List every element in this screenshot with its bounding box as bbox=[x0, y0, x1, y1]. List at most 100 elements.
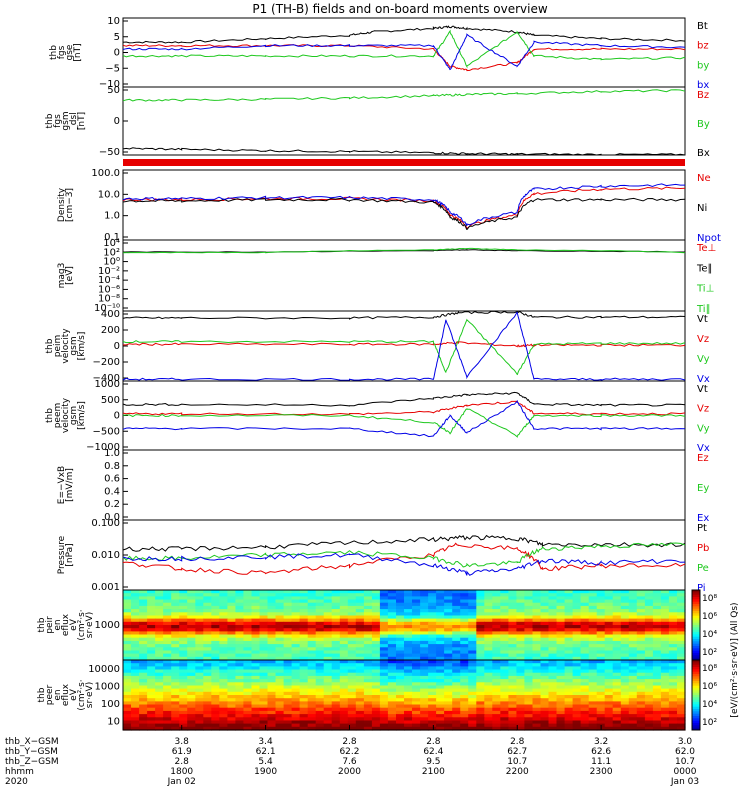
heatmap-cell bbox=[123, 605, 132, 610]
heatmap-cell bbox=[532, 717, 542, 722]
colorbar-segment bbox=[692, 613, 700, 617]
heatmap-cell bbox=[155, 602, 164, 607]
heatmap-cell bbox=[171, 695, 180, 699]
heatmap-cell bbox=[556, 640, 566, 645]
heatmap-cell bbox=[147, 650, 156, 655]
heatmap-cell bbox=[203, 726, 212, 731]
heatmap-cell bbox=[131, 615, 140, 620]
heatmap-cell bbox=[379, 717, 389, 722]
heatmap-cell bbox=[275, 682, 285, 687]
heatmap-cell bbox=[387, 634, 397, 639]
heatmap-cell bbox=[347, 720, 357, 725]
heatmap-cell bbox=[604, 656, 614, 661]
heatmap-cell bbox=[604, 726, 614, 731]
heatmap-cell bbox=[211, 618, 220, 623]
heatmap-cell bbox=[307, 663, 317, 667]
heatmap-cell bbox=[179, 704, 188, 709]
heatmap-cell bbox=[620, 628, 630, 632]
heatmap-cell bbox=[484, 612, 493, 617]
heatmap-cell bbox=[227, 590, 236, 594]
colorbar-segment bbox=[692, 702, 700, 705]
heatmap-cell bbox=[604, 628, 614, 632]
heatmap-cell bbox=[339, 679, 349, 683]
heatmap-cell bbox=[307, 618, 317, 623]
heatmap-cell bbox=[604, 644, 614, 648]
heatmap-cell bbox=[315, 714, 325, 718]
heatmap-cell bbox=[315, 656, 325, 661]
heatmap-cell bbox=[267, 672, 277, 677]
heatmap-cell bbox=[524, 596, 533, 601]
heatmap-cell bbox=[283, 698, 293, 702]
heatmap-cell bbox=[564, 679, 574, 683]
ytick-label: −10 bbox=[99, 79, 120, 90]
heatmap-cell bbox=[267, 637, 277, 642]
heatmap-cell bbox=[139, 634, 148, 639]
heatmap-cell bbox=[259, 675, 269, 680]
heatmap-cell bbox=[139, 701, 148, 706]
heatmap-cell bbox=[652, 605, 662, 610]
series-line-bx bbox=[122, 33, 686, 71]
heatmap-cell bbox=[195, 688, 204, 693]
heatmap-cell bbox=[572, 621, 582, 626]
heatmap-cell bbox=[588, 672, 598, 677]
heatmap-cell bbox=[379, 599, 389, 604]
ytick-label: 10 bbox=[107, 716, 120, 727]
heatmap-cell bbox=[444, 682, 453, 687]
colorbar-segment bbox=[692, 709, 700, 712]
heatmap-cell bbox=[644, 656, 654, 661]
heatmap-cell bbox=[323, 669, 333, 674]
heatmap-cell bbox=[612, 628, 622, 632]
heatmap-cell bbox=[331, 653, 341, 658]
heatmap-cell bbox=[540, 663, 550, 667]
heatmap-cell bbox=[572, 714, 582, 718]
heatmap-cell bbox=[628, 666, 638, 671]
heatmap-cell bbox=[476, 660, 485, 664]
heatmap-cell bbox=[371, 631, 381, 636]
heatmap-cell bbox=[243, 695, 252, 699]
heatmap-cell bbox=[588, 660, 598, 664]
heatmap-cell bbox=[396, 644, 405, 648]
heatmap-cell bbox=[187, 688, 196, 693]
heatmap-cell bbox=[524, 675, 533, 680]
heatmap-cell bbox=[548, 666, 558, 671]
heatmap-cell bbox=[219, 599, 228, 604]
heatmap-cell bbox=[420, 691, 429, 696]
heatmap-cell bbox=[508, 669, 517, 674]
heatmap-cell bbox=[291, 698, 301, 702]
ylabel-line: thb bbox=[45, 408, 55, 423]
heatmap-cell bbox=[677, 650, 686, 655]
heatmap-cell bbox=[371, 723, 381, 728]
heatmap-cell bbox=[612, 609, 622, 613]
heatmap-cell bbox=[275, 723, 285, 728]
heatmap-cell bbox=[379, 685, 389, 690]
heatmap-cell bbox=[628, 631, 638, 636]
heatmap-cell bbox=[347, 640, 357, 645]
heatmap-cell bbox=[564, 609, 574, 613]
heatmap-cell bbox=[612, 596, 622, 601]
heatmap-cell bbox=[243, 650, 252, 655]
ylabel-line: gsm bbox=[61, 111, 71, 130]
heatmap-cell bbox=[564, 717, 574, 722]
heatmap-cell bbox=[436, 701, 445, 706]
heatmap-cell bbox=[195, 590, 204, 594]
heatmap-cell bbox=[572, 631, 582, 636]
heatmap-cell bbox=[347, 685, 357, 690]
xaxis-value: 10.7 bbox=[675, 757, 695, 767]
colorbar-segment bbox=[692, 641, 700, 645]
heatmap-cell bbox=[307, 720, 317, 725]
heatmap-cell bbox=[620, 637, 630, 642]
heatmap-cell bbox=[155, 660, 164, 664]
series-line-Ti bbox=[122, 247, 686, 254]
heatmap-cell bbox=[532, 596, 542, 601]
legend-Vx: Vx bbox=[697, 374, 710, 385]
heatmap-cell bbox=[211, 685, 220, 690]
heatmap-cell bbox=[179, 714, 188, 718]
heatmap-cell bbox=[572, 590, 582, 594]
heatmap-cell bbox=[628, 640, 638, 645]
heatmap-cell bbox=[323, 605, 333, 610]
heatmap-cell bbox=[468, 634, 477, 639]
heatmap-cell bbox=[588, 640, 598, 645]
heatmap-cell bbox=[636, 717, 646, 722]
heatmap-cell bbox=[428, 685, 437, 690]
heatmap-cell bbox=[283, 625, 293, 629]
